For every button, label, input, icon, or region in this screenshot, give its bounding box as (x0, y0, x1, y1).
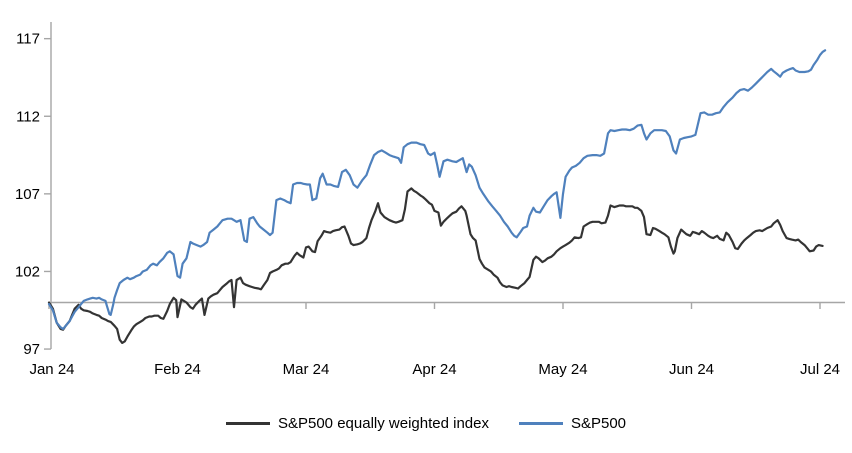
x-tick-label: Jan 24 (29, 361, 74, 378)
legend-item-equal-weight: S&P500 equally weighted index (225, 414, 489, 432)
y-tick-label: 117 (16, 31, 40, 48)
chart-legend: S&P500 equally weighted index S&P500 (0, 413, 852, 433)
x-tick-label: Feb 24 (154, 361, 201, 378)
chart-canvas: 97 102 107 112 117 Jan 24 Feb 24 Mar 24 Apr 24 Ma… (15, 22, 845, 378)
x-tick-label: May 24 (538, 361, 587, 378)
series-line-equal-weight (47, 187, 824, 344)
legend-item-sp500: S&P500 (518, 414, 627, 432)
x-tick-label: Apr 24 (412, 361, 456, 378)
x-tick-label: Mar 24 (283, 361, 330, 378)
series-line-sp500 (47, 49, 827, 330)
legend-label-equal-weight: S&P500 equally weighted index (277, 414, 489, 432)
legend-label-sp500: S&P500 (570, 414, 627, 432)
legend-line-swatch-sp500 (518, 421, 563, 425)
legend-line-swatch-equal-weight (225, 421, 270, 425)
x-tick-label: Jun 24 (669, 361, 714, 378)
y-tick-label: 102 (15, 263, 40, 280)
y-tick-label: 97 (23, 341, 40, 358)
y-tick-label: 112 (16, 108, 40, 125)
y-tick-label: 107 (15, 186, 40, 203)
x-tick-label: Jul 24 (800, 361, 840, 378)
